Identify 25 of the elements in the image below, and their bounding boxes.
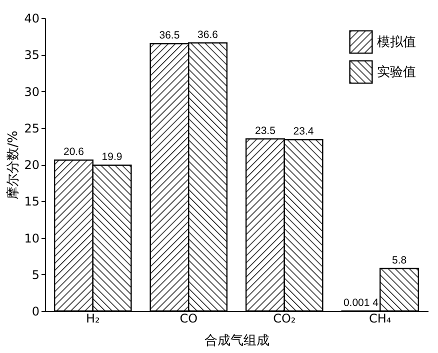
y-tick-label: 20 (24, 158, 40, 172)
legend-label: 实验值 (377, 65, 416, 80)
x-tick-label: CO (180, 312, 198, 326)
data-label: 36.5 (159, 30, 180, 42)
y-tick-label: 0 (32, 304, 40, 318)
y-tick-label: 15 (24, 194, 40, 209)
data-label: 0.001 4 (343, 296, 379, 309)
legend-label: 模拟值 (377, 35, 416, 50)
x-axis-title: 合成气组成 (204, 334, 270, 348)
y-tick-label: 40 (24, 12, 40, 26)
data-label: 36.6 (198, 28, 218, 41)
y-tick-label: 30 (24, 84, 40, 99)
y-axis-title: 摩尔分数/% (6, 130, 22, 200)
y-tick-label: 5 (32, 268, 40, 282)
y-tick-label: 10 (24, 231, 40, 246)
data-label: 20.6 (64, 146, 84, 158)
x-tick-label: H₂ (86, 312, 100, 326)
x-tick-label: CH₄ (369, 312, 392, 326)
y-tick-label: 25 (24, 121, 40, 136)
data-label: 5.8 (392, 254, 407, 267)
x-tick-label: CO₂ (273, 312, 296, 326)
data-label: 23.4 (293, 126, 314, 138)
y-tick-label: 35 (24, 48, 40, 62)
data-label: 23.5 (255, 124, 276, 137)
data-label: 19.9 (102, 151, 122, 164)
